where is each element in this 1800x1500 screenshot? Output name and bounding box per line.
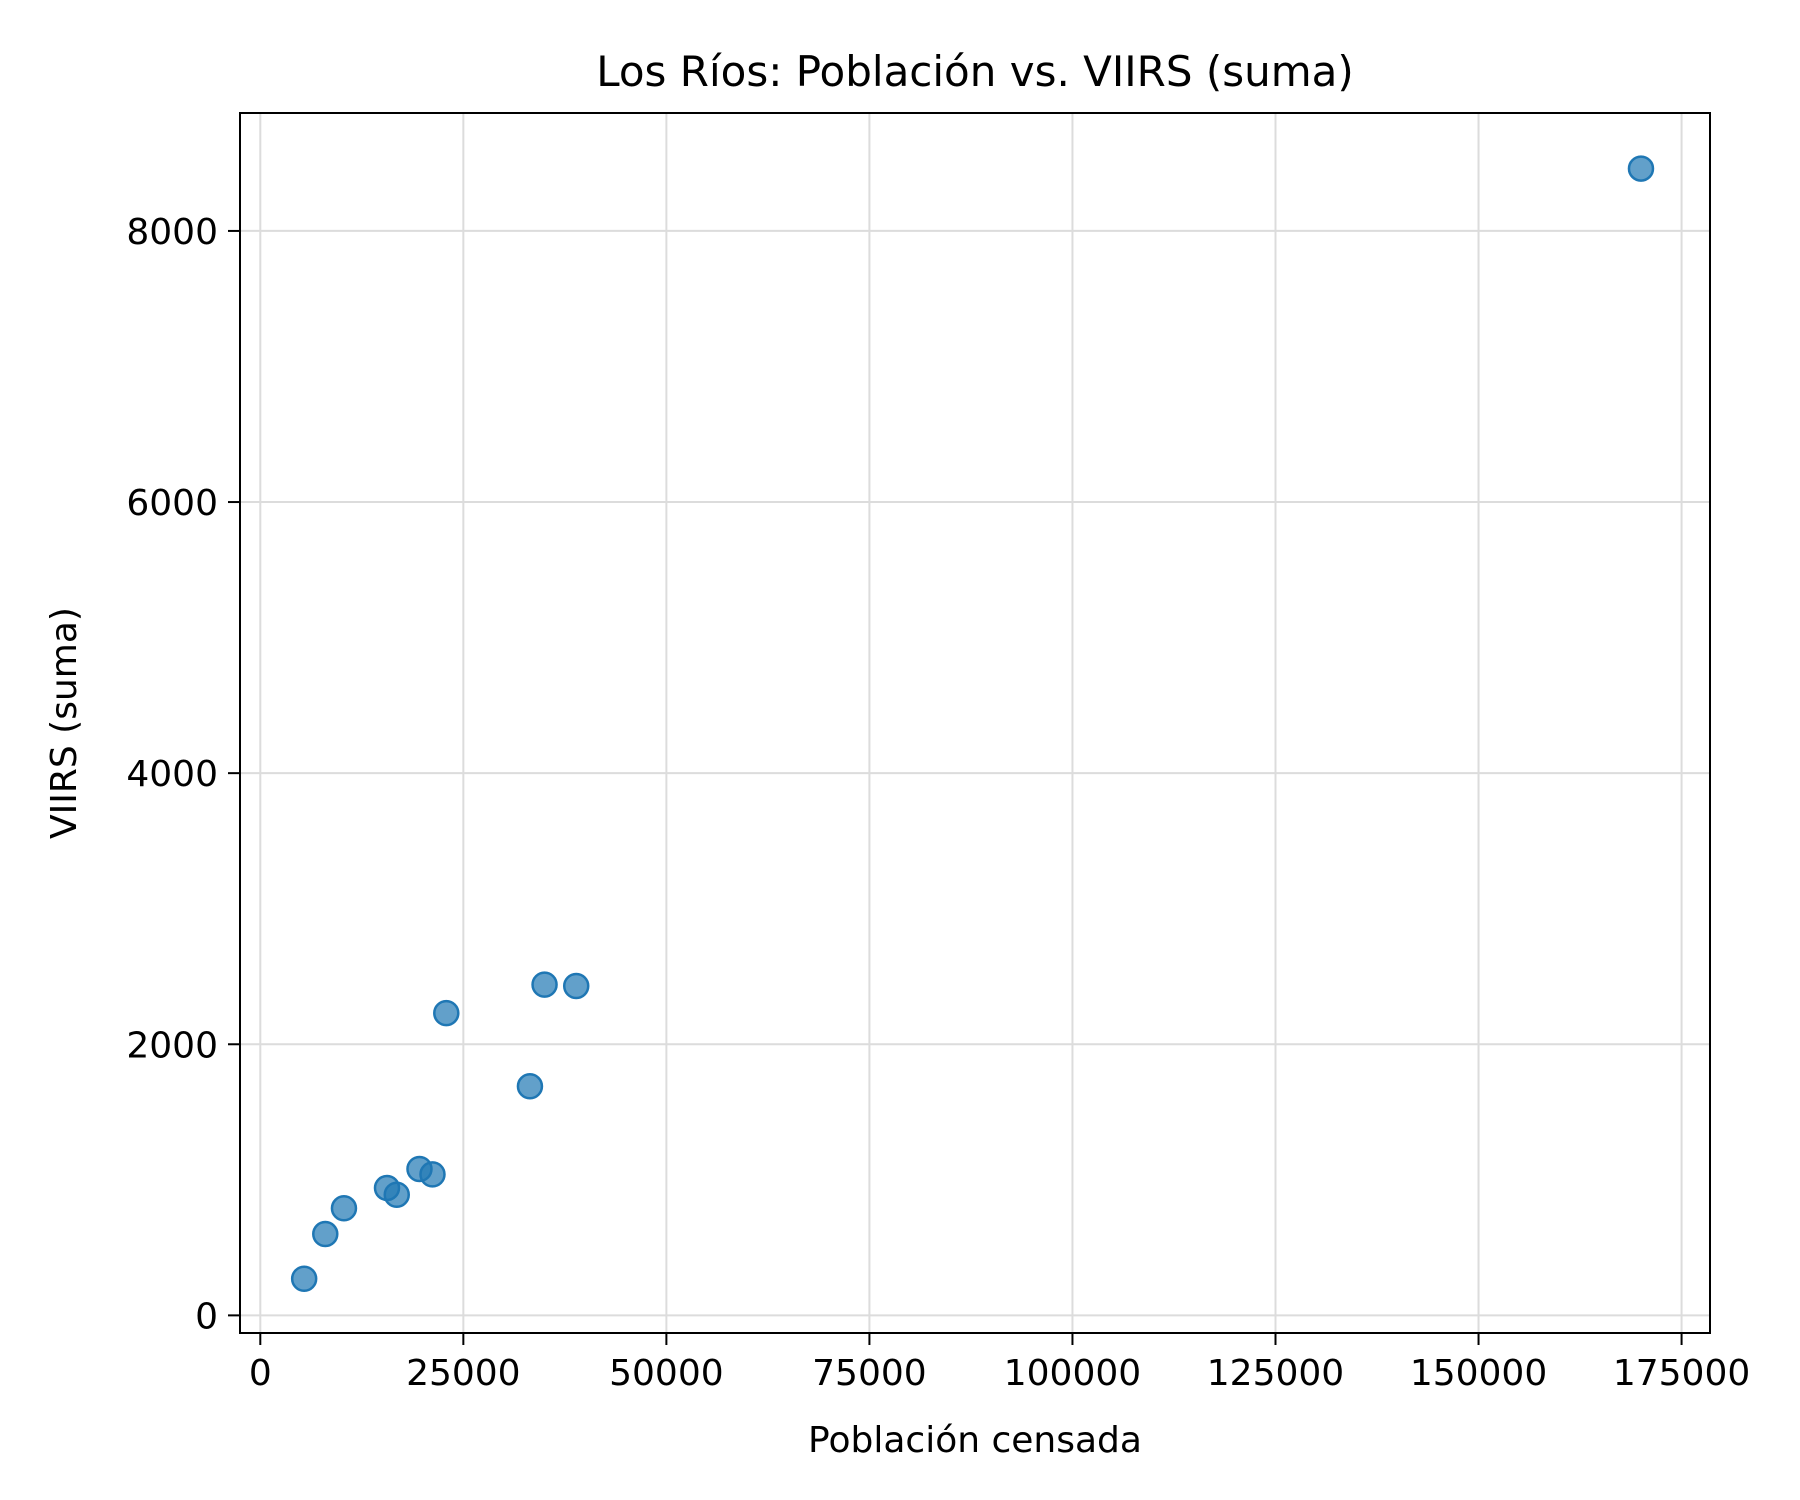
- axis-ticks: 0 25000 50000 75000 100000 125000 150000 175000…: [126, 212, 1750, 1394]
- x-tick-label: 0: [249, 1353, 272, 1394]
- y-tick-label: 6000: [126, 483, 218, 524]
- data-point: [312, 1220, 339, 1248]
- data-points: [290, 155, 1655, 1293]
- data-point: [562, 972, 590, 1000]
- data-point: [1627, 155, 1655, 182]
- x-tick-label: 100000: [1004, 1353, 1141, 1394]
- x-axis-label: Población censada: [808, 1420, 1142, 1461]
- plot-frame: [239, 112, 1711, 1334]
- data-point: [433, 999, 460, 1027]
- data-point: [516, 1073, 544, 1100]
- x-tick-label: 175000: [1613, 1353, 1750, 1394]
- data-point: [290, 1265, 318, 1293]
- y-tick-label: 0: [195, 1296, 218, 1337]
- y-tick-label: 8000: [126, 212, 218, 253]
- data-point: [383, 1181, 410, 1208]
- x-tick-label: 75000: [812, 1353, 927, 1394]
- y-tick-label: 4000: [126, 754, 218, 795]
- y-tick-label: 2000: [126, 1025, 218, 1066]
- data-point: [531, 971, 558, 998]
- data-point: [419, 1161, 446, 1188]
- x-tick-label: 50000: [609, 1353, 724, 1394]
- y-axis-label: VIIRS (suma): [44, 607, 85, 839]
- grid: [240, 113, 1710, 1333]
- x-tick-label: 150000: [1410, 1353, 1547, 1394]
- chart-title: Los Ríos: Población vs. VIIRS (suma): [596, 47, 1354, 96]
- x-tick-label: 125000: [1207, 1353, 1344, 1394]
- data-point: [330, 1195, 358, 1222]
- x-tick-label: 25000: [406, 1353, 521, 1394]
